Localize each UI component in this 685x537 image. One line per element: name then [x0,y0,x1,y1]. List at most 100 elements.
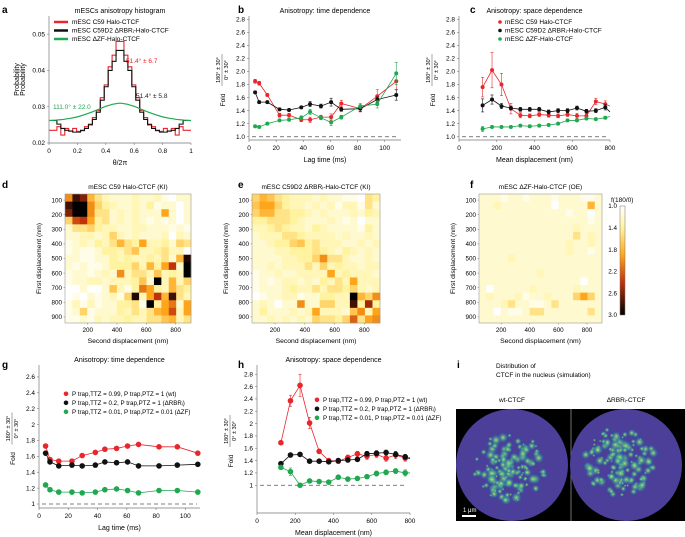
x-tick-label: 600 [567,145,578,152]
y-tick-label: 2.6 [26,374,35,381]
heatmap-cell [536,285,545,293]
density-blob [524,466,530,472]
data-point [124,459,131,465]
heatmap-cell [153,239,162,248]
data-point [574,113,579,118]
heatmap-cell [168,285,177,293]
heatmap-cell [500,285,509,293]
heatmap-cell [259,269,268,278]
x-tick-label: 40 [94,513,102,520]
density-blob [649,463,658,473]
heatmap-cell [259,262,268,271]
heatmap-cell [364,277,373,286]
heatmap-cell [522,216,530,225]
heatmap-cell [289,300,298,309]
heatmap-cell [544,239,552,248]
heatmap-cell [131,262,140,271]
heatmap-cell [176,239,184,248]
heatmap-cell [267,315,275,324]
heatmap-cell [289,254,298,263]
heatmap-cell [544,269,552,278]
y-tick-label: 900 [51,314,62,321]
heatmap-cell [168,277,177,286]
data-point [287,113,292,118]
heatmap-cell [573,231,581,240]
y-tick-label: 900 [238,314,249,321]
heatmap-cell [522,269,530,278]
y-axis-label: Fold 180° ± 30° 0° ± 30° [216,54,230,106]
heatmap-cell [183,224,192,233]
heatmap-cell [153,307,162,316]
heatmap-cell [102,307,110,316]
heatmap-cell [594,269,603,278]
heatmap-cell [327,300,336,309]
heatmap-cell [573,209,581,218]
heatmap-cell [493,194,502,202]
density-blob [592,438,597,443]
density-blob [514,437,523,446]
heatmap-cell [587,254,596,263]
heatmap-cell [573,262,581,271]
heatmap-cell [372,277,381,286]
heatmap-cell [289,307,298,316]
data-point [329,115,334,120]
heatmap-cell [87,247,95,256]
x-tick-label: 20 [273,145,281,152]
legend-label: mESC C59D2 ΔRBRᵢ-Halo-CTCF [505,28,602,35]
heatmap-cell [536,254,545,263]
heatmap-cell [102,194,110,202]
x-tick-label: 100 [180,513,191,520]
heatmap-cell [304,292,313,301]
x-tick-label: 600 [366,518,377,525]
data-point [375,94,380,99]
data-point [102,486,108,493]
heatmap-cell [72,209,81,218]
y-label-numerator: 180° ± 30° [216,57,222,83]
heatmap-cell [342,209,351,218]
density-blob [493,488,498,494]
heatmap-cell [139,262,147,271]
x-tick-label: 400 [300,327,311,334]
y-tick-label: 600 [51,270,62,277]
heatmap-cell [94,315,103,324]
x-tick-label: 40 [300,145,308,152]
heatmap-cell [183,247,192,256]
heatmap-cell [109,315,118,324]
heatmap-cell [153,194,162,202]
heatmap-cell [573,315,581,324]
y-tick-label: 2.8 [244,371,253,378]
legend-marker [314,415,320,421]
heatmap-cell [65,262,73,271]
heatmap-cell [573,247,581,256]
x-tick-label: 800 [405,518,416,525]
heatmap-cell [65,194,73,202]
heatmap-cell [289,216,298,225]
heatmap-cell [486,277,494,286]
data-point [316,478,322,485]
data-point [383,449,389,456]
heatmap-cell [580,247,588,256]
heatmap-cell [500,209,509,218]
heatmap-cell [349,307,358,316]
heatmap-cell [282,209,290,218]
x-tick-label: 0 [255,518,259,525]
heatmap-cell [551,254,559,263]
heatmap-cell [587,300,596,309]
series-black [42,450,201,469]
heatmap-cell [334,201,343,210]
data-point [69,458,75,464]
heatmap-cell [252,292,260,301]
heatmap-cell [544,315,552,324]
heatmap-cell [297,300,306,309]
heatmap-cell [304,201,313,210]
y-axis-label: Probability [14,63,21,96]
heatmap-cell [297,239,306,248]
heatmap-cell [327,262,336,271]
heatmap-cell [102,247,110,256]
heatmap-cell [357,307,366,316]
heatmap-cell [116,201,125,210]
density-blob [490,434,503,447]
heatmap-cell [507,269,516,278]
heatmap-cell [183,201,192,210]
